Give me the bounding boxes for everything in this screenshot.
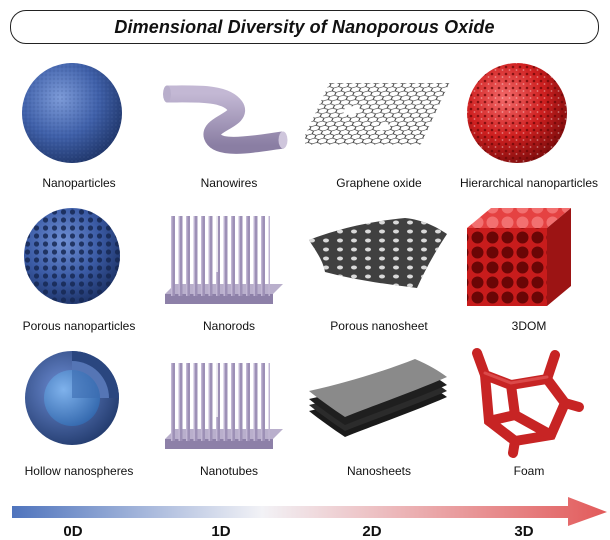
dimension-label-0d: 0D xyxy=(63,523,83,540)
item-porous-nanoparticles: Porous nanoparticles xyxy=(5,200,153,333)
3dom-cube-icon xyxy=(467,208,571,306)
item-nanorods: Nanorods xyxy=(155,200,303,333)
dimension-label-1d: 1D xyxy=(211,523,231,540)
dimension-label-2d: 2D xyxy=(362,523,382,540)
item-label: Nanotubes xyxy=(199,464,259,478)
diagram-title: Dimensional Diversity of Nanoporous Oxid… xyxy=(114,16,495,37)
porous-sphere-icon xyxy=(24,208,120,304)
item-nanotubes: Nanotubes xyxy=(155,345,303,478)
dimension-label-3d: 3D xyxy=(514,523,534,540)
solid-sphere-icon xyxy=(22,63,122,163)
item-label: Hierarchical nanoparticles xyxy=(459,176,599,190)
item-label: Porous nanoparticles xyxy=(22,319,136,333)
item-label: Graphene oxide xyxy=(336,176,422,190)
item-nanowires: Nanowires xyxy=(155,58,303,190)
item-hierarchical-nanoparticles: Hierarchical nanoparticles xyxy=(455,58,603,190)
item-label: Nanosheets xyxy=(346,464,412,478)
item-3dom: 3DOM xyxy=(455,200,603,333)
item-label: Foam xyxy=(513,464,545,478)
item-label: 3DOM xyxy=(511,319,547,333)
item-label: Nanorods xyxy=(202,319,256,333)
item-foam: Foam xyxy=(455,345,603,478)
item-hollow-nanospheres: Hollow nanospheres xyxy=(5,345,153,478)
title-box: Dimensional Diversity of Nanoporous Oxid… xyxy=(10,10,599,44)
item-label: Nanoparticles xyxy=(42,176,116,190)
dimension-gradient-arrow xyxy=(12,497,607,526)
nanowire-icon xyxy=(163,85,288,154)
porous-sheet-icon xyxy=(309,218,447,288)
hollow-sphere-icon xyxy=(25,351,119,445)
nanotube-array-icon xyxy=(165,363,283,449)
nanorod-array-icon xyxy=(165,216,283,304)
item-label: Porous nanosheet xyxy=(330,319,428,333)
graphene-sheet-icon xyxy=(305,82,450,145)
item-nanoparticles: Nanoparticles xyxy=(5,58,153,190)
hierarchical-sphere-icon xyxy=(467,63,567,163)
item-label: Nanowires xyxy=(200,176,258,190)
item-graphene-oxide: Graphene oxide xyxy=(305,58,453,190)
item-porous-nanosheet: Porous nanosheet xyxy=(305,200,453,333)
foam-icon xyxy=(472,348,584,458)
item-nanosheets: Nanosheets xyxy=(305,345,453,478)
stacked-sheets-icon xyxy=(309,359,447,437)
item-label: Hollow nanospheres xyxy=(24,464,134,478)
